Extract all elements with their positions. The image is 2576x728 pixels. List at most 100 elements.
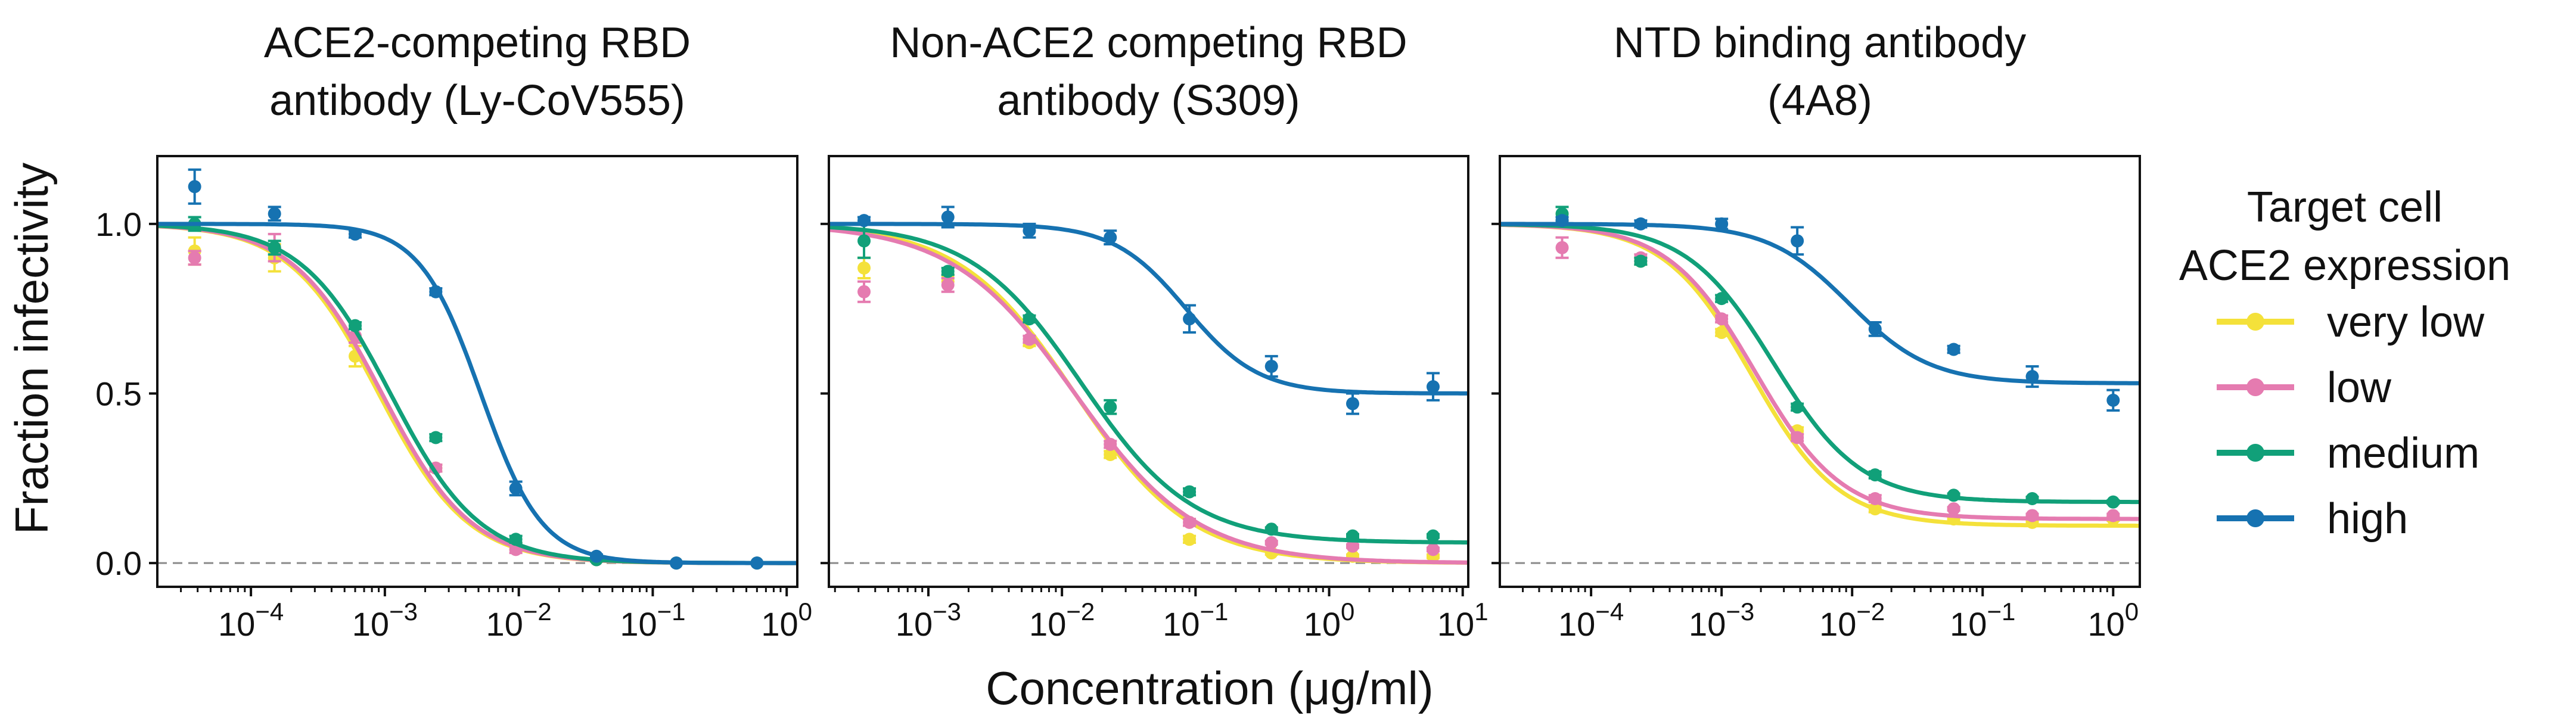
fit-curve-very-low	[829, 226, 1468, 565]
x-tick-label: 10−1	[620, 598, 685, 643]
data-point	[941, 210, 955, 224]
data-point	[857, 285, 871, 298]
data-point	[1183, 515, 1197, 529]
data-point	[1791, 431, 1804, 444]
data-point	[429, 431, 443, 444]
panel-1-title-line-2: antibody (Ly-CoV555)	[269, 77, 685, 125]
data-point	[857, 234, 871, 248]
fit-curve-high	[1500, 222, 2140, 385]
data-point	[1023, 312, 1036, 326]
data-point	[2025, 370, 2039, 384]
legend: Target cell ACE2 expression very low low m…	[2179, 183, 2510, 543]
fit-curve-medium	[157, 223, 797, 565]
legend-entry-medium: medium	[2217, 430, 2479, 477]
data-point	[1868, 322, 1882, 336]
data-point	[1264, 536, 1278, 549]
data-point	[750, 556, 764, 570]
data-point	[1104, 447, 1117, 461]
data-point	[670, 556, 683, 570]
data-point	[1634, 254, 1648, 268]
x-tick-label: 10−3	[896, 598, 961, 643]
fit-curve-low	[829, 228, 1468, 565]
data-point	[188, 180, 201, 194]
data-point	[1715, 292, 1729, 306]
axes-frame	[1499, 155, 2141, 588]
data-point	[941, 265, 955, 278]
panel-3-title-line-1: NTD binding antibody	[1614, 19, 2026, 67]
y-tick-label: 0.5	[95, 375, 142, 413]
data-point	[2025, 491, 2039, 505]
data-point	[857, 261, 871, 275]
data-point	[1947, 502, 1960, 516]
data-point	[188, 251, 201, 265]
data-point	[2025, 509, 2039, 522]
data-point	[857, 214, 871, 228]
x-tick-label: 100	[761, 598, 812, 643]
data-point	[1104, 400, 1117, 414]
data-point	[1791, 400, 1804, 414]
data-point	[1346, 397, 1360, 410]
series-high	[157, 168, 797, 570]
legend-entry-low: low	[2217, 364, 2392, 412]
axes-frame	[156, 155, 798, 588]
data-point	[349, 319, 362, 332]
x-tick-label: 10−3	[1689, 598, 1754, 643]
x-tick-label: 10−1	[1163, 598, 1228, 643]
legend-label: high	[2327, 495, 2408, 543]
fit-curve-high	[157, 222, 797, 565]
legend-marker	[2246, 444, 2264, 462]
data-point	[1555, 214, 1569, 228]
y-axis-label: Fraction infectivity	[5, 163, 58, 534]
legend-label: medium	[2327, 430, 2479, 477]
x-tick-label: 10−4	[218, 598, 284, 643]
panel-1: ACE2-competing RBD antibody (Ly-CoV555) 0.…	[95, 19, 812, 643]
data-point	[268, 207, 281, 220]
panels-layer: ACE2-competing RBD antibody (Ly-CoV555) 0.…	[95, 19, 2141, 643]
data-point	[1104, 437, 1117, 451]
series-very-low	[1500, 212, 2140, 529]
data-point	[1868, 502, 1882, 516]
data-point	[1634, 217, 1648, 231]
data-point	[1426, 543, 1440, 556]
data-point	[1555, 241, 1569, 254]
data-point	[509, 533, 523, 546]
legend-marker	[2246, 378, 2264, 396]
x-tick-label: 10−3	[352, 598, 418, 643]
series-low	[829, 228, 1468, 565]
x-axis-label: Concentration (μg/ml)	[986, 662, 1434, 714]
data-point	[1791, 234, 1804, 248]
x-tick-label: 10−4	[1558, 598, 1624, 643]
legend-title-line-2: ACE2 expression	[2179, 242, 2510, 290]
data-point	[941, 278, 955, 292]
x-tick-label: 100	[1304, 598, 1355, 643]
legend-marker	[2246, 509, 2264, 527]
data-point	[1868, 491, 1882, 505]
panel-1-title-line-1: ACE2-competing RBD	[264, 19, 691, 67]
panel-2: Non-ACE2 competing RBD antibody (S309) 10−…	[821, 19, 1489, 643]
x-tick-label: 10−2	[486, 598, 552, 643]
data-point	[1715, 217, 1729, 231]
data-point	[1715, 326, 1729, 340]
legend-entry-high: high	[2217, 495, 2408, 543]
data-point	[349, 227, 362, 241]
data-point	[1947, 489, 1960, 502]
series-low	[1500, 222, 2140, 522]
series-high	[829, 206, 1468, 415]
panel-3: NTD binding antibody (4A8) 10−4 10−3 10−2 10−…	[1491, 19, 2141, 643]
data-point	[1346, 539, 1360, 553]
data-point	[1426, 529, 1440, 543]
data-point	[429, 285, 443, 298]
series-medium	[1500, 206, 2140, 509]
data-point	[1183, 485, 1197, 499]
series-high	[1500, 214, 2140, 412]
y-tick-label: 1.0	[95, 206, 142, 243]
fit-curve-very-low	[1500, 222, 2140, 528]
legend-label: low	[2327, 364, 2392, 412]
data-point	[1868, 468, 1882, 482]
x-tick-label: 101	[1437, 598, 1489, 643]
x-tick-label: 10−2	[1029, 598, 1095, 643]
data-point	[268, 241, 281, 254]
data-point	[1023, 224, 1036, 238]
axes-frame	[828, 155, 1469, 588]
